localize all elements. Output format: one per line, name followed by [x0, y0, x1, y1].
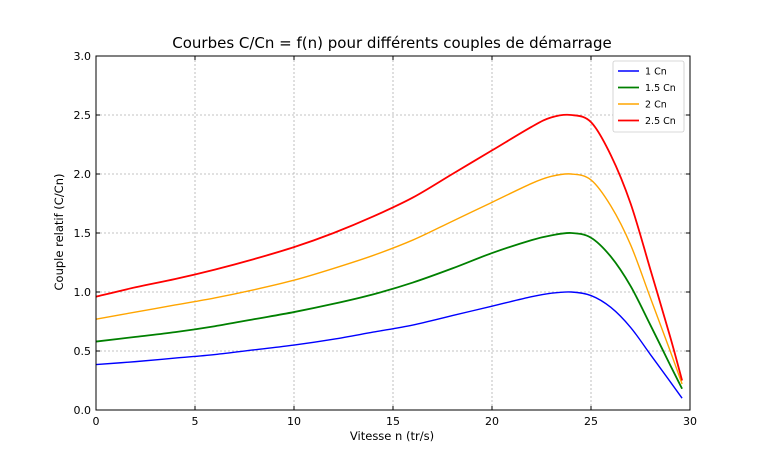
y-tick-label: 2.0: [74, 168, 92, 181]
series-line-1: [95, 232, 683, 390]
x-tick-label: 30: [683, 415, 697, 428]
x-tick-label: 10: [287, 415, 301, 428]
x-tick-label: 15: [386, 415, 400, 428]
y-axis-label: Couple relatif (C/Cn): [52, 174, 66, 291]
legend-box: [612, 60, 685, 133]
y-tick-label: 3.0: [74, 50, 92, 63]
legend-label-2: 2 Cn: [645, 100, 667, 111]
series-layer: [95, 113, 683, 399]
legend-label-0: 1 Cn: [645, 67, 667, 78]
x-axis-label: Vitesse n (tr/s): [350, 429, 434, 443]
series-line-3: [95, 113, 683, 381]
x-tick-label: 0: [93, 415, 100, 428]
y-tick-label: 1.5: [74, 227, 92, 240]
chart-title: Courbes C/Cn = f(n) pour différents coup…: [172, 34, 611, 52]
y-tick-label: 0.5: [74, 345, 92, 358]
legend: 1 Cn 1.5 Cn 2 Cn 2.5 Cn: [612, 60, 685, 133]
tick-layer: 0 5 10 15 20 25 30 0.0 0.5 1.0 1.5 2.0 2.5 3.0: [74, 50, 698, 428]
y-tick-label: 2.5: [74, 109, 92, 122]
y-tick-label: 0.0: [74, 404, 92, 417]
y-tick-label: 1.0: [74, 286, 92, 299]
legend-label-3: 2.5 Cn: [645, 116, 676, 127]
legend-label-1: 1.5 Cn: [645, 83, 676, 94]
x-tick-label: 5: [192, 415, 199, 428]
x-tick-label: 25: [584, 415, 598, 428]
x-tick-label: 20: [485, 415, 499, 428]
series-line-2: [95, 173, 683, 385]
series-line-0: [95, 291, 683, 399]
